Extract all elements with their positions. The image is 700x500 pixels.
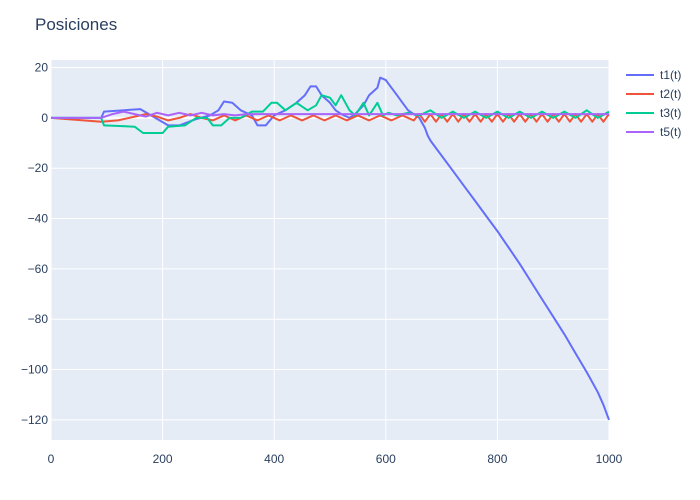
legend-item-2[interactable]: t2(t)	[626, 87, 681, 101]
x-tick-label: 1000	[596, 452, 623, 466]
series-line-3	[51, 94, 610, 134]
series-lines	[50, 76, 610, 421]
y-tick-label: −20	[28, 161, 49, 175]
legend[interactable]: t1(t) t2(t) t3(t) t5(t)	[626, 68, 681, 139]
x-tick-label: 200	[153, 452, 173, 466]
y-axis-ticks: 20 0 −20 −40 −60 −80 −100 −120	[21, 61, 48, 427]
legend-item-4[interactable]: t5(t)	[626, 125, 681, 139]
legend-label: t5(t)	[660, 125, 681, 139]
y-tick-label: −60	[28, 262, 49, 276]
series-line-4	[51, 110, 609, 119]
legend-label: t2(t)	[660, 87, 681, 101]
y-tick-label: −120	[21, 413, 48, 427]
plot-area	[51, 60, 609, 440]
x-axis-ticks: 0 200 400 600 800 1000	[48, 452, 623, 466]
y-tick-label: 20	[35, 61, 49, 75]
legend-label: t1(t)	[660, 68, 681, 82]
legend-item-1[interactable]: t1(t)	[626, 68, 681, 82]
legend-item-3[interactable]: t3(t)	[626, 106, 681, 120]
y-tick-label: −40	[28, 212, 49, 226]
y-tick-label: 0	[41, 111, 48, 125]
legend-label: t3(t)	[660, 106, 681, 120]
x-tick-label: 0	[48, 452, 55, 466]
y-tick-label: −100	[21, 363, 48, 377]
x-tick-label: 600	[376, 452, 396, 466]
x-tick-label: 400	[264, 452, 284, 466]
y-tick-label: −80	[28, 312, 49, 326]
series-line-2	[50, 113, 610, 123]
x-tick-label: 800	[487, 452, 507, 466]
series-line-1	[51, 76, 610, 421]
chart-title: Posiciones	[35, 15, 117, 34]
